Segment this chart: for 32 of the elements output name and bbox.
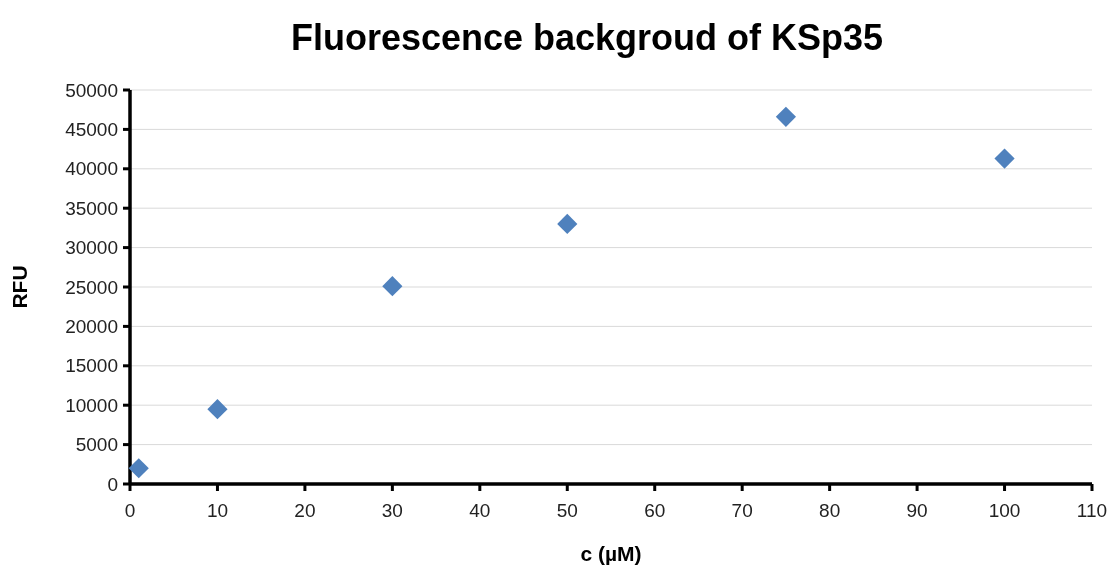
x-tick-label: 90 <box>906 500 928 521</box>
point <box>775 106 797 127</box>
y-tick-label: 10000 <box>65 394 118 416</box>
y-tick-label: 0 <box>107 473 118 495</box>
y-axis-title: RFU <box>8 265 31 309</box>
y-tick-label: 5000 <box>75 434 118 456</box>
y-tick-label: 25000 <box>65 276 118 298</box>
x-tick-label: 80 <box>819 500 841 521</box>
y-tick-label: 15000 <box>65 355 118 377</box>
x-tick-label: 110 <box>1076 500 1108 521</box>
y-tick-label: 35000 <box>65 197 118 219</box>
y-tick-label: 20000 <box>65 316 118 338</box>
x-tick-label: 50 <box>556 500 578 521</box>
point <box>207 399 228 420</box>
x-tick-label: 20 <box>294 500 316 521</box>
x-tick-label: 40 <box>469 500 491 521</box>
chart-title: Fluorescence backgroud of KSp35 <box>290 17 884 58</box>
y-tick-label: 30000 <box>65 237 118 259</box>
x-tick-label: 100 <box>988 500 1021 521</box>
x-tick-label: 0 <box>124 500 136 521</box>
point <box>994 148 1015 169</box>
y-tick-label: 45000 <box>65 119 118 141</box>
x-tick-label: 10 <box>206 500 229 521</box>
y-tick-label: 50000 <box>65 79 118 101</box>
x-axis-title: c (µM) <box>580 542 642 565</box>
point <box>557 213 578 235</box>
point <box>382 276 403 297</box>
x-tick-label: 60 <box>644 500 666 521</box>
x-tick-label: 70 <box>731 500 753 521</box>
x-tick-label: 30 <box>381 500 403 521</box>
point <box>128 458 149 479</box>
y-tick-label: 40000 <box>65 158 118 180</box>
